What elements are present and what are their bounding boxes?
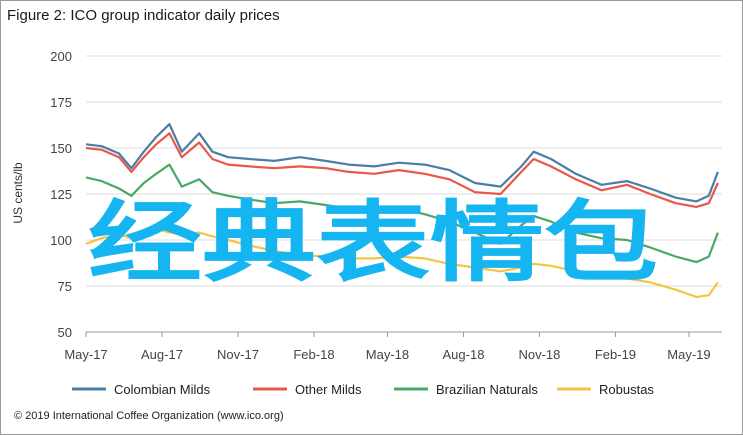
legend-label: Robustas xyxy=(599,382,654,397)
y-tick-label: 150 xyxy=(50,141,72,156)
x-tick-label: May-18 xyxy=(366,347,409,362)
x-tick-label: Feb-18 xyxy=(293,347,334,362)
y-tick-label: 175 xyxy=(50,95,72,110)
y-axis-label: US cents/lb xyxy=(11,162,25,224)
legend: Colombian Milds Other Milds Brazilian Natu… xyxy=(72,382,654,397)
series-line-brazilian-naturals xyxy=(85,163,719,264)
y-tick-label: 100 xyxy=(50,233,72,248)
y-tick-label: 200 xyxy=(50,49,72,64)
copyright-credit: © 2019 International Coffee Organization… xyxy=(14,410,284,422)
series-line-robustas xyxy=(85,227,719,299)
y-tick-label: 50 xyxy=(58,325,72,340)
legend-label: Colombian Milds xyxy=(114,382,211,397)
series-line-other-milds xyxy=(85,132,719,208)
x-tick-label: Aug-17 xyxy=(141,347,183,362)
x-tick-label: Nov-17 xyxy=(217,347,259,362)
x-axis-ticks: May-17 Aug-17 Nov-17 Feb-18 May-18 Aug-18 Nov-… xyxy=(64,332,711,362)
chart-title: Figure 2: ICO group indicator daily pric… xyxy=(7,7,280,24)
x-tick-label: May-17 xyxy=(64,347,107,362)
y-tick-label: 125 xyxy=(50,187,72,202)
overlay-watermark-text: 经典表情包 xyxy=(88,191,658,294)
legend-label: Other Milds xyxy=(295,382,362,397)
series-lines xyxy=(85,123,719,299)
series-line-colombian-milds xyxy=(85,123,719,203)
y-tick-label: 75 xyxy=(58,279,72,294)
x-tick-label: Feb-19 xyxy=(595,347,636,362)
x-tick-label: Nov-18 xyxy=(518,347,560,362)
legend-label: Brazilian Naturals xyxy=(436,382,538,397)
x-tick-label: Aug-18 xyxy=(443,347,485,362)
x-tick-label: May-19 xyxy=(667,347,710,362)
y-axis-ticks: 50 75 100 125 150 175 200 xyxy=(50,49,72,340)
